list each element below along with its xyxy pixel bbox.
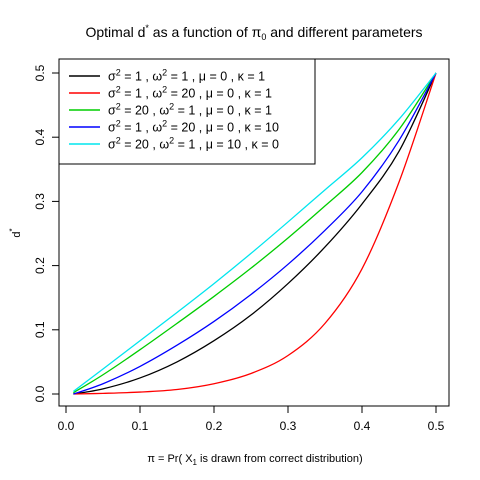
y-tick-label: 0.3 bbox=[33, 193, 47, 210]
series-line-4 bbox=[73, 72, 437, 395]
y-axis-title: d* bbox=[8, 228, 23, 237]
ticks: 0.0 0.1 0.2 0.3 0.4 0.5 0.0 0.1 0.2 0.3 0.4 0.5 bbox=[33, 64, 445, 433]
y-tick-label: 0.1 bbox=[33, 321, 47, 338]
x-tick-label: 0.3 bbox=[280, 419, 297, 433]
y-tick-label: 0.5 bbox=[33, 64, 47, 81]
y-tick-label: 0.0 bbox=[33, 385, 47, 402]
legend-label-4: σ2 = 1 , ω2 = 20 , μ = 0 , κ = 10 bbox=[108, 119, 279, 135]
series-line-5 bbox=[73, 72, 437, 392]
legend-items: σ2 = 1 , ω2 = 1 , μ = 0 , κ = 1σ2 = 1 , … bbox=[69, 68, 279, 152]
legend-label-1: σ2 = 1 , ω2 = 1 , μ = 0 , κ = 1 bbox=[108, 68, 265, 84]
legend-label-3: σ2 = 20 , ω2 = 1 , μ = 0 , κ = 1 bbox=[108, 102, 272, 118]
series-line-2 bbox=[73, 72, 437, 395]
x-axis-title: π = Pr( X1 is drawn from correct distrib… bbox=[147, 453, 362, 467]
series-line-3 bbox=[73, 72, 437, 394]
x-tick-label: 0.5 bbox=[428, 419, 445, 433]
x-tick-label: 0.1 bbox=[132, 419, 149, 433]
legend-label-5: σ2 = 20 , ω2 = 1 , μ = 10 , κ = 0 bbox=[108, 136, 279, 152]
x-tick-label: 0.0 bbox=[58, 419, 75, 433]
legend: σ2 = 1 , ω2 = 1 , μ = 0 , κ = 1σ2 = 1 , … bbox=[58, 58, 316, 165]
y-tick-label: 0.2 bbox=[33, 257, 47, 274]
x-tick-label: 0.2 bbox=[206, 419, 223, 433]
x-tick-label: 0.4 bbox=[354, 419, 371, 433]
chart-title: Optimal d* as a function of π0 and diffe… bbox=[85, 23, 422, 42]
legend-label-2: σ2 = 1 , ω2 = 20 , μ = 0 , κ = 1 bbox=[108, 85, 272, 101]
series-line-1 bbox=[73, 72, 437, 395]
series-lines bbox=[73, 72, 437, 395]
y-tick-label: 0.4 bbox=[33, 129, 47, 146]
legend-box bbox=[58, 58, 316, 165]
